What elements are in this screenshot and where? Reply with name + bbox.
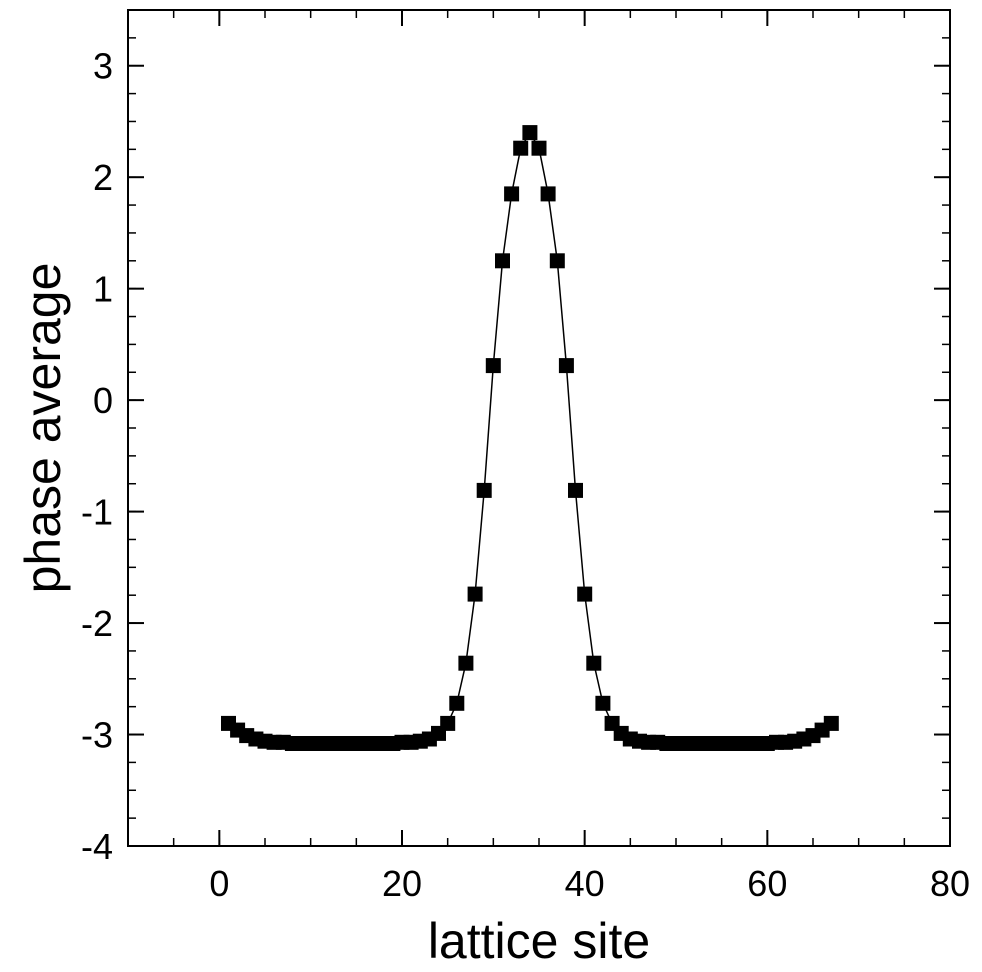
data-point [522, 125, 538, 141]
data-point [495, 253, 510, 269]
data-point [549, 253, 565, 269]
x-tick-label: 80 [930, 863, 970, 904]
data-point [823, 715, 839, 731]
y-tick-label: 1 [93, 269, 113, 310]
x-tick-label: 40 [565, 863, 605, 904]
y-tick-label: 3 [93, 46, 113, 87]
x-tick-label: 20 [382, 863, 422, 904]
data-point [485, 358, 501, 374]
data-point [449, 695, 465, 711]
data-point [513, 140, 529, 156]
x-axis-title: lattice site [428, 913, 650, 969]
x-tick-label: 0 [209, 863, 229, 904]
data-point [531, 140, 547, 156]
data-point [540, 186, 556, 202]
data-point [558, 358, 574, 374]
y-tick-label: 0 [93, 380, 113, 421]
data-point [467, 586, 483, 602]
y-tick-label: 2 [93, 157, 113, 198]
series-line [228, 131, 832, 745]
data-point [568, 482, 583, 498]
y-tick-label: -4 [81, 826, 113, 867]
x-tick-label: 60 [747, 863, 787, 904]
data-point [504, 186, 520, 202]
y-axis-title: phase average [15, 263, 71, 594]
y-tick-label: -3 [81, 715, 113, 756]
data-point [440, 715, 456, 731]
data-point [595, 695, 611, 711]
data-point [458, 655, 474, 671]
data-point [586, 655, 602, 671]
y-tick-labels: -4 -3 -2 -1 0 1 2 3 [81, 46, 113, 867]
data-point [577, 586, 593, 602]
data-markers [221, 125, 839, 751]
data-point [476, 482, 492, 498]
y-tick-label: -1 [81, 492, 113, 533]
y-tick-label: -2 [81, 603, 113, 644]
x-tick-labels: 0 20 40 60 80 [209, 863, 970, 904]
plot-frame [127, 9, 951, 847]
